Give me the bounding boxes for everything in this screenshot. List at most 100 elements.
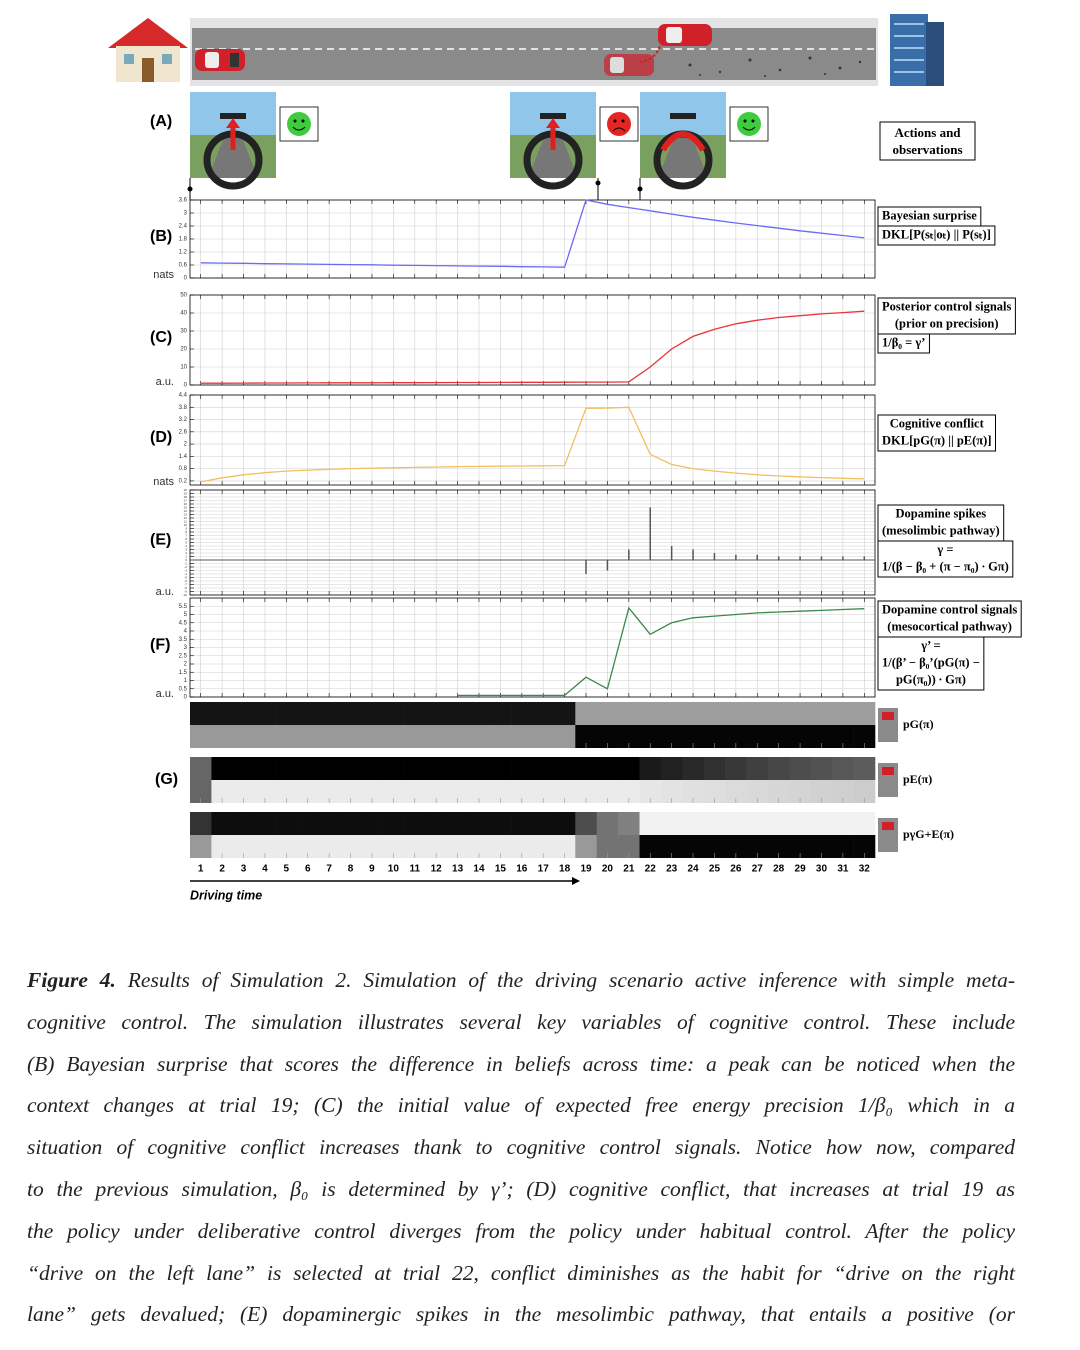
plot-frame <box>189 394 876 486</box>
legend-box: Dopamine control signals (mesocortical pa… <box>877 600 1022 691</box>
box <box>879 121 976 161</box>
heat-cell <box>660 835 683 858</box>
y-tick-label: 40 <box>180 311 187 317</box>
heat-cell <box>254 780 276 803</box>
y-tick-label: -8 <box>184 586 187 590</box>
heat-cell <box>682 757 705 780</box>
y-tick-label: 1 <box>185 554 187 558</box>
heat-cell <box>810 725 833 748</box>
y-tick-label: 3.2 <box>179 417 188 423</box>
x-tick-label: 20 <box>602 864 614 875</box>
caption-line: “drive on the left lane” is selected at … <box>27 1253 1015 1295</box>
heat-cell <box>767 835 790 858</box>
caption-text: cognitive control. The simulation illust… <box>27 1009 1015 1034</box>
panel-label: (G) <box>155 771 178 788</box>
heat-cell <box>404 780 426 803</box>
y-tick-label: 4 <box>184 629 188 635</box>
y-tick-label: 0 <box>184 383 188 389</box>
heat-cell <box>425 757 448 780</box>
heat-cell <box>575 835 598 858</box>
y-tick-label: 2.5 <box>179 653 188 659</box>
heat-cell <box>810 812 833 835</box>
heat-cell <box>703 725 726 748</box>
caption-line: the policy under deliberative control di… <box>27 1211 1015 1253</box>
heat-cell <box>211 757 234 780</box>
y-tick-label: 0.8 <box>179 466 188 472</box>
x-tick-label: 29 <box>795 864 807 875</box>
heat-cell <box>275 725 298 748</box>
y-tick-label: 7 <box>185 533 187 537</box>
heat-cell <box>725 757 747 780</box>
heat-cell <box>767 812 790 835</box>
heat-cell <box>789 725 812 748</box>
heat-cell <box>682 725 705 748</box>
y-tick-label: 18 <box>184 495 188 499</box>
car-3 <box>658 24 712 46</box>
heat-cell <box>232 702 255 725</box>
heat-cell <box>318 757 341 780</box>
caption-line: cognitive control. The simulation illust… <box>27 1002 1015 1044</box>
heat-cell <box>746 757 769 780</box>
heat-cell <box>297 757 319 780</box>
heat-cell <box>639 812 662 835</box>
panel-label: (F) <box>150 637 170 654</box>
heat-cell <box>339 725 362 748</box>
y-tick-label: 0.2 <box>179 478 188 484</box>
heat-cell <box>468 812 490 835</box>
heat-cell <box>211 812 234 835</box>
y-tick-label: 0.5 <box>179 686 188 692</box>
heat-cell <box>489 757 512 780</box>
box-border <box>877 333 930 354</box>
heat-cell <box>596 812 619 835</box>
caption-text: context changes at trial 19; (C) the ini… <box>27 1093 1015 1118</box>
y-tick-label: -5 <box>184 575 187 579</box>
box-text: Dopamine control signals <box>882 602 1017 616</box>
heat-cell <box>190 757 212 780</box>
y-tick-label: 0 <box>184 276 188 282</box>
data-line <box>200 310 865 384</box>
box-text: Actions and observations <box>892 125 962 157</box>
x-axis-label: Driving time <box>190 888 262 902</box>
x-tick-label: 28 <box>773 864 785 875</box>
heat-cell <box>318 702 341 725</box>
heat-cell <box>318 812 341 835</box>
heat-cell <box>339 835 362 858</box>
box-group: Dopamine spikes (mesolimbic pathway) <box>877 504 1005 542</box>
heat-cell <box>254 725 276 748</box>
x-tick-label: 23 <box>666 864 678 875</box>
heat-cell <box>511 702 533 725</box>
x-tick-label: 5 <box>284 864 290 875</box>
caption-line: situation of cognitive conflict increase… <box>27 1127 1015 1169</box>
x-tick-label: 13 <box>452 864 464 875</box>
heat-cell <box>703 757 726 780</box>
data-line <box>200 406 865 483</box>
heat-cell <box>211 835 234 858</box>
heat-cell <box>660 757 683 780</box>
heat-cell <box>618 725 640 748</box>
heat-cell <box>575 780 598 803</box>
caption-text: to the previous simulation, β₀ is determ… <box>27 1176 1015 1201</box>
heat-cell <box>660 780 683 803</box>
y-tick-label: 3 <box>185 547 187 551</box>
heat-cell <box>553 702 576 725</box>
y-tick-label: 1 <box>184 678 188 684</box>
heat-cell <box>382 835 405 858</box>
heat-cell <box>511 780 533 803</box>
y-tick-label: -3 <box>184 568 187 572</box>
box-text: Bayesian surprise <box>882 208 977 222</box>
heat-cell <box>725 812 747 835</box>
y-tick-label: 3 <box>184 645 188 651</box>
x-tick-label: 31 <box>837 864 849 875</box>
x-tick-label: 2 <box>219 864 225 875</box>
heat-cell <box>318 725 341 748</box>
heat-cell <box>339 702 362 725</box>
heat-cell <box>211 702 234 725</box>
heat-cell <box>361 835 383 858</box>
y-tick-label: 20 <box>180 347 187 353</box>
caption-text: (B) Bayesian surprise that scores the di… <box>27 1051 1015 1076</box>
y-tick-label: 11 <box>184 519 187 523</box>
box-text: DKL[pG(π) || pE(π)] <box>882 433 991 447</box>
heat-cell <box>339 812 362 835</box>
heat-cell <box>254 835 276 858</box>
y-tick-label: 30 <box>180 329 187 335</box>
